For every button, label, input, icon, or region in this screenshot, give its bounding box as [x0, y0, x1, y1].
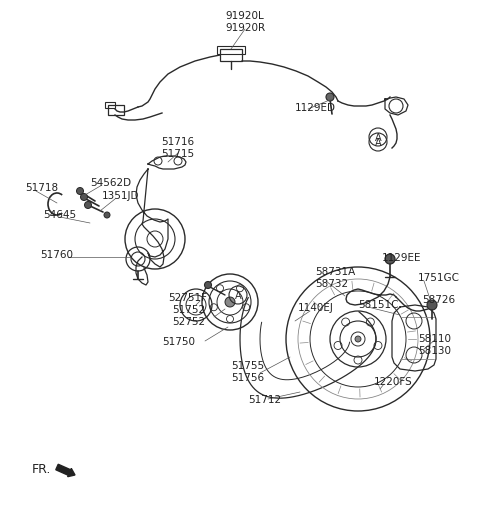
- Bar: [220, 50, 242, 62]
- Text: 1140EJ: 1140EJ: [298, 302, 334, 313]
- Text: A: A: [235, 291, 241, 300]
- Text: 1220FS: 1220FS: [374, 376, 413, 386]
- Text: 51712: 51712: [249, 394, 282, 404]
- Circle shape: [427, 300, 437, 310]
- Circle shape: [326, 94, 334, 102]
- Text: 58151C: 58151C: [358, 299, 398, 309]
- Text: 51750: 51750: [162, 336, 195, 346]
- Text: 1751GC: 1751GC: [418, 272, 460, 282]
- Text: 58731A
58732: 58731A 58732: [315, 266, 355, 289]
- Circle shape: [225, 297, 235, 307]
- Text: 54645: 54645: [43, 210, 76, 219]
- Text: 58110
58130: 58110 58130: [418, 333, 451, 355]
- Bar: [108, 106, 124, 116]
- Text: 51718: 51718: [25, 183, 58, 192]
- Text: 52751F: 52751F: [168, 293, 207, 302]
- Circle shape: [84, 202, 92, 209]
- Text: 58726: 58726: [422, 294, 455, 304]
- Text: 51760: 51760: [40, 249, 73, 260]
- Circle shape: [355, 336, 361, 343]
- Text: 1129EE: 1129EE: [382, 252, 421, 263]
- Text: 51755
51756: 51755 51756: [231, 360, 264, 382]
- Text: 1351JD: 1351JD: [102, 191, 140, 201]
- Text: 51716
51715: 51716 51715: [161, 136, 194, 159]
- Bar: [217, 47, 245, 55]
- Circle shape: [104, 213, 110, 218]
- Text: FR.: FR.: [32, 463, 51, 475]
- Text: 91920L
91920R: 91920L 91920R: [225, 11, 265, 33]
- Text: 1129ED: 1129ED: [295, 103, 336, 113]
- Text: A: A: [375, 133, 381, 143]
- Circle shape: [76, 188, 84, 195]
- Text: A: A: [375, 138, 381, 148]
- Bar: [105, 103, 115, 109]
- Text: 54562D: 54562D: [90, 178, 131, 188]
- Circle shape: [385, 254, 395, 265]
- Circle shape: [204, 282, 212, 289]
- Text: 51752
52752: 51752 52752: [172, 304, 205, 327]
- Circle shape: [81, 194, 87, 201]
- FancyArrow shape: [56, 464, 75, 477]
